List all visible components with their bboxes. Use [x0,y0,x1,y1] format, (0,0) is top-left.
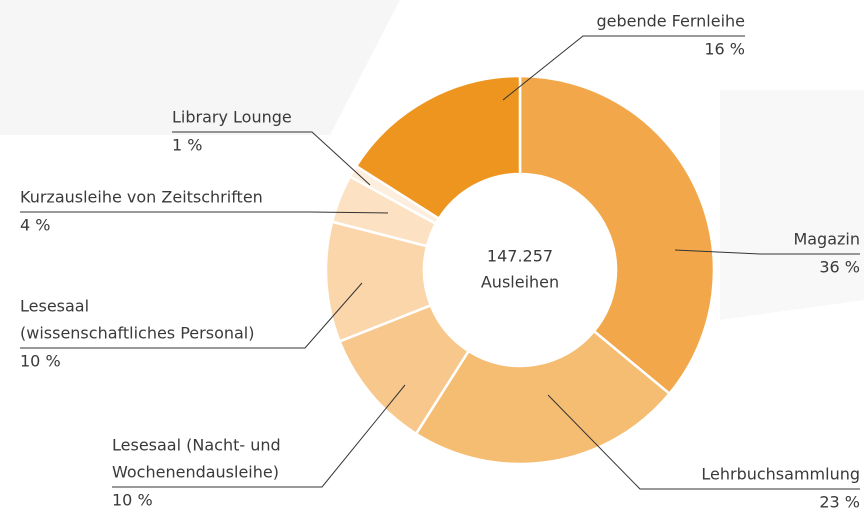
slice-label: Magazin [793,230,860,249]
leader-line [20,211,389,214]
value-label: 16 % [704,40,745,59]
leader-line [112,384,406,488]
value-label: 4 % [20,216,50,235]
leader-line [502,35,745,101]
slice-label: gebende Fernleihe [596,12,745,31]
background-shape [0,0,400,135]
slice-label: Kurzausleihe von Zeitschriften [20,188,263,207]
leader-line [172,131,371,186]
slice-label: Library Lounge [172,108,292,127]
donut [324,74,716,466]
leader-line [547,394,860,490]
leader-line [674,249,860,255]
center-caption: Ausleihen [481,273,559,292]
value-label: 10 % [112,491,153,510]
slice-label: (wissenschaftliches Personal) [20,324,254,343]
slice-label: Lesesaal (Nacht- und [112,436,281,455]
leader-line [20,282,363,349]
slice [354,74,522,221]
slice-label: Wochenendausleihe) [112,463,279,482]
value-label: 10 % [20,352,61,371]
slice [414,329,672,466]
background-shape [720,90,864,320]
slice [518,74,716,396]
value-label: 1 % [172,136,202,155]
slice-label: Lehrbuchsammlung [701,465,860,484]
center-total: 147.257 [487,247,553,266]
slice-label: Lesesaal [20,297,89,316]
value-label: 23 % [819,493,860,512]
value-label: 36 % [819,258,860,277]
